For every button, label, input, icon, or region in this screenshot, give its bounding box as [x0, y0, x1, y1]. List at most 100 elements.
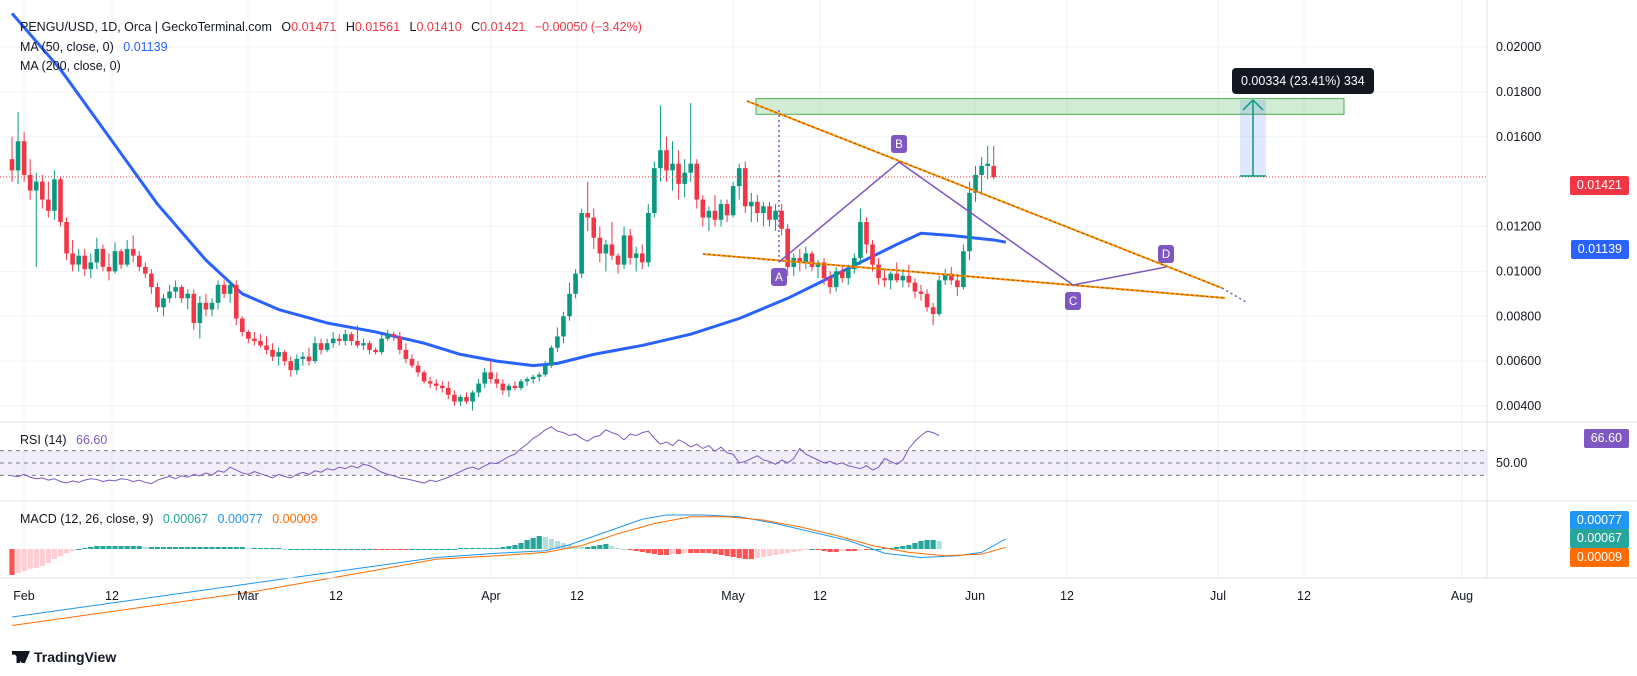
candle-body: [512, 385, 518, 389]
macd-histogram-bar: [772, 549, 779, 555]
candle-body: [852, 257, 857, 270]
candle-body: [494, 379, 500, 384]
low-label: L: [409, 20, 417, 34]
macd-histogram-bar: [70, 549, 76, 551]
candle-body: [373, 349, 378, 353]
candle-body: [458, 397, 463, 402]
candle-body: [312, 343, 318, 362]
macd-histogram-bar: [257, 548, 264, 549]
macd-histogram-bar: [354, 549, 361, 550]
ma200-legend: MA (200, close, 0): [20, 59, 127, 73]
candle-body: [70, 253, 75, 265]
macd-histogram-bar: [227, 547, 233, 549]
rsi-line: [11, 426, 940, 485]
macd-line: [11, 514, 1007, 618]
macd-histogram-bar: [663, 549, 670, 555]
macd-histogram-bar: [700, 549, 706, 553]
macd-histogram-bar: [27, 549, 33, 569]
candle-body: [524, 379, 530, 382]
macd-histogram-bar: [306, 549, 312, 550]
macd-histogram-bar: [797, 549, 803, 551]
candle-body: [118, 251, 124, 265]
candle-body: [670, 163, 675, 171]
macd-legend: MACD (12, 26, close, 9) 0.00067 0.00077 …: [20, 512, 317, 526]
price-tick-label: 0.01800: [1496, 85, 1541, 99]
macd-histogram-bar: [676, 549, 682, 554]
candle-body: [330, 338, 336, 344]
pattern-label-bg: [891, 135, 907, 153]
macd-histogram-bar: [142, 547, 148, 549]
candle-body: [603, 244, 609, 254]
ma50-badge: 0.01139: [1570, 240, 1629, 259]
macd-histogram-bar: [154, 547, 161, 549]
candle-body: [761, 206, 766, 214]
ma50-line: [10, 12, 1007, 368]
candle-body: [464, 397, 469, 402]
macd-histogram-bar: [742, 549, 748, 559]
macd-histogram-bar: [348, 549, 354, 550]
upper-trendline-dots: [746, 100, 1223, 289]
candle-body: [136, 255, 142, 267]
macd-histogram-bar: [633, 549, 639, 551]
candle-body: [421, 372, 427, 382]
macd-histogram-bar: [530, 538, 536, 549]
macd-histogram-bar: [403, 549, 409, 550]
candle-body: [246, 331, 251, 339]
rsi-band: [0, 450, 1487, 476]
pattern-label: D: [1162, 249, 1170, 261]
macd-histogram-bar: [100, 546, 106, 549]
macd-histogram-bar: [906, 545, 912, 549]
candle-body: [676, 163, 681, 184]
macd-histogram-bar: [488, 548, 494, 549]
rsi-legend: RSI (14) 66.60: [20, 433, 107, 447]
macd-histogram-bar: [324, 549, 330, 550]
candle-body: [161, 298, 166, 308]
time-tick-label: Jun: [965, 589, 985, 603]
candle-body: [215, 284, 221, 303]
symbol-title: PENGU/USD, 1D, Orca | GeckoTerminal.com: [20, 20, 272, 34]
high-label: H: [345, 20, 355, 34]
candle-body: [33, 181, 39, 191]
candle-body: [924, 293, 930, 308]
candle-body: [633, 253, 639, 258]
signal-badge: 0.00009: [1569, 548, 1629, 567]
ma50-path: [10, 12, 1007, 368]
grid-lines: [0, 0, 1487, 578]
macd-histogram-bar: [179, 547, 185, 549]
macd-histogram-bar: [851, 549, 857, 551]
macd-histogram-bar: [9, 549, 15, 575]
macd-histogram-bar: [373, 549, 379, 550]
tradingview-logo[interactable]: TradingView: [12, 649, 116, 665]
candle-body: [349, 334, 354, 341]
candle-body: [94, 248, 100, 263]
macd-histogram-bar: [391, 549, 397, 550]
candle-body: [579, 213, 584, 274]
candle-body: [706, 210, 712, 218]
candle-body: [803, 253, 809, 263]
ma50-legend: MA (50, close, 0) 0.01139: [20, 40, 174, 54]
candle-body: [652, 168, 657, 214]
macd-histogram-bar: [863, 549, 870, 550]
candle-body: [385, 334, 391, 339]
macd-histogram-bar: [688, 549, 694, 553]
price-tick-label: 0.01600: [1496, 130, 1541, 144]
lower-trendline-dots: [702, 253, 1226, 299]
signal-line: [11, 516, 1006, 626]
candle-body: [391, 334, 397, 337]
macd-histogram-bar: [463, 548, 470, 549]
macd-histogram-bar: [94, 546, 100, 549]
candle-body: [942, 273, 948, 281]
rsi-label: RSI (14): [20, 433, 67, 447]
macd-histogram-bar: [718, 549, 724, 555]
macd-histogram-bar: [21, 549, 27, 571]
macd-histogram-bar: [482, 548, 488, 549]
macd-histogram-bar: [63, 549, 70, 553]
candle-body: [785, 228, 790, 267]
candle-body: [143, 266, 148, 274]
candle-body: [64, 222, 69, 254]
macd-histogram-bar: [415, 549, 421, 550]
candle-body: [839, 271, 845, 279]
candle-body: [597, 237, 603, 254]
candle-body: [900, 275, 906, 281]
